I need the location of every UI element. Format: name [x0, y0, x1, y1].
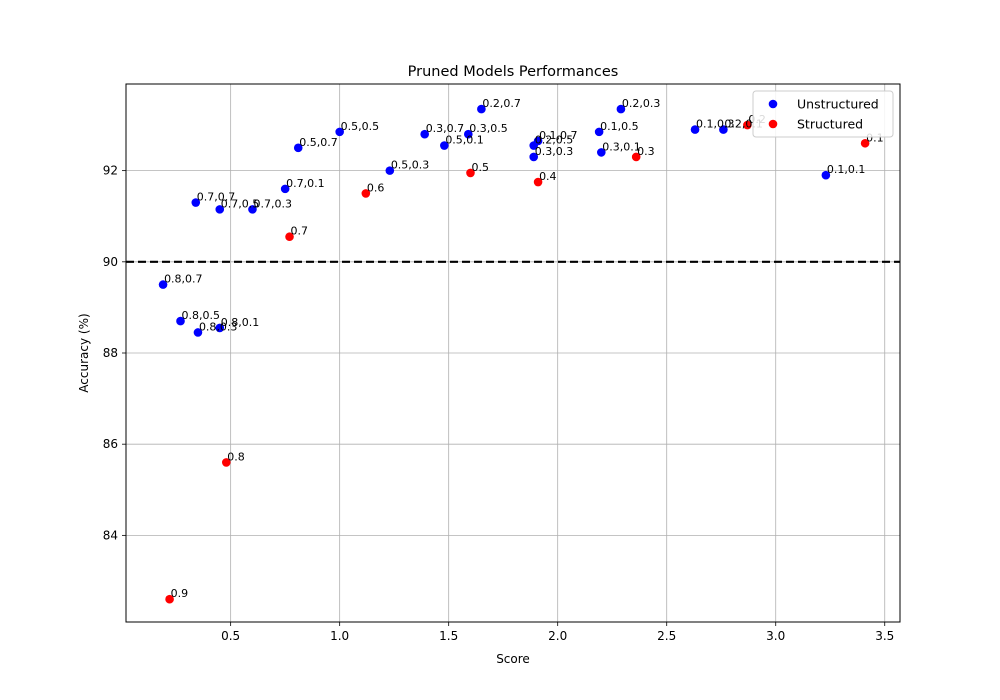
unstructured-point — [335, 127, 344, 137]
unstructured-point-label: 0.2,0.7 — [482, 97, 520, 110]
y-tick-label: 86 — [103, 437, 118, 451]
unstructured-point-label: 0.5,0.7 — [299, 136, 337, 149]
unstructured-point-label: 0.5,0.5 — [341, 120, 379, 133]
unstructured-point-label: 0.8,0.7 — [164, 273, 202, 286]
chart-title: Pruned Models Performances — [408, 64, 619, 80]
unstructured-point-label: 0.1,0.1 — [827, 163, 865, 176]
unstructured-point-label: 0.3,0.7 — [426, 122, 464, 135]
unstructured-point — [533, 136, 543, 146]
y-tick-label: 92 — [103, 164, 118, 178]
unstructured-point-label: 0.2,0.3 — [622, 97, 660, 110]
x-tick-label: 3.0 — [766, 629, 785, 643]
legend-box — [752, 90, 894, 138]
unstructured-point-label: 0.2,0.5 — [535, 134, 573, 147]
unstructured-point-label: 0.3,0.3 — [535, 145, 573, 158]
structured-point — [285, 232, 294, 242]
unstructured-point — [215, 205, 225, 214]
unstructured-point-label: 0.7,0.1 — [286, 177, 324, 190]
x-tick-label: 2.0 — [548, 629, 567, 643]
y-tick-label: 90 — [103, 255, 118, 269]
unstructured-point-label: 0.7,0.3 — [253, 197, 291, 210]
structured-point-label: 0.6 — [367, 181, 385, 194]
unstructured-point — [176, 316, 185, 326]
legend-marker-structured — [768, 119, 778, 129]
unstructured-point — [440, 141, 449, 150]
structured-point — [860, 138, 870, 148]
unstructured-point — [529, 152, 539, 162]
unstructured-point — [385, 166, 395, 175]
unstructured-point-label: 0.1,0.5 — [600, 120, 638, 133]
unstructured-point-label: 0.8,0.1 — [221, 316, 259, 329]
structured-point — [533, 177, 543, 187]
x-tick-label: 2.5 — [657, 629, 676, 643]
structured-point-label: 0.5 — [471, 161, 489, 174]
structured-point — [361, 189, 371, 198]
unstructured-point-label: 0.5,0.3 — [391, 159, 429, 172]
unstructured-point — [420, 129, 429, 139]
unstructured-point — [719, 125, 728, 134]
unstructured-point — [293, 143, 303, 153]
legend: Unstructured Structured — [752, 90, 894, 138]
unstructured-point-label: 0.3,0.1 — [602, 140, 640, 153]
unstructured-point — [464, 129, 473, 139]
unstructured-point-label: 0.5,0.1 — [445, 134, 483, 147]
structured-point — [743, 120, 752, 130]
unstructured-point — [616, 104, 626, 114]
structured-point-label: 0.9 — [171, 587, 189, 600]
unstructured-point-label: 0.8,0.5 — [182, 309, 220, 322]
unstructured-point — [597, 148, 606, 157]
legend-label-unstructured: Unstructured — [797, 97, 879, 112]
unstructured-point — [193, 328, 203, 337]
data-points — [158, 104, 870, 604]
y-tick-label: 84 — [103, 528, 118, 542]
unstructured-point — [821, 170, 831, 180]
y-axis-label: Accuracy (%) — [77, 313, 91, 392]
x-tick-label: 3.5 — [875, 629, 894, 643]
unstructured-point — [248, 205, 257, 214]
unstructured-point-label: 0.8,0.3 — [199, 320, 237, 333]
unstructured-point-label: 0.7,0.7 — [197, 191, 235, 204]
x-tick-label: 1.0 — [330, 629, 349, 643]
x-tick-label: 0.5 — [221, 629, 240, 643]
structured-point — [466, 168, 475, 178]
structured-point-label: 0.4 — [539, 170, 557, 183]
structured-point — [631, 152, 641, 162]
structured-point-label: 0.7 — [291, 225, 309, 238]
axis-ticks: 0.5 1.0 1.5 2.0 2.5 3.0 3.5 84 86 88 90 92 — [103, 164, 895, 643]
unstructured-point — [477, 104, 486, 114]
y-tick-label: 88 — [103, 346, 118, 360]
unstructured-point — [191, 198, 201, 207]
structured-point-label: 0.3 — [637, 145, 655, 158]
structured-point — [221, 458, 231, 467]
structured-point-label: 0.8 — [227, 450, 245, 463]
unstructured-point-label: 0.3,0.5 — [469, 122, 507, 135]
unstructured-point-label: 0.7,0.5 — [221, 197, 259, 210]
structured-point — [165, 594, 174, 604]
unstructured-point — [594, 127, 604, 137]
x-axis-label: Score — [496, 652, 530, 666]
unstructured-point-label: 0.1,0.3 — [696, 118, 734, 131]
unstructured-point-label: 0.1,0.7 — [539, 129, 577, 142]
x-tick-label: 1.5 — [439, 629, 458, 643]
unstructured-point — [215, 323, 225, 333]
legend-label-structured: Structured — [797, 117, 863, 132]
unstructured-point — [690, 125, 700, 134]
unstructured-point — [280, 184, 290, 194]
unstructured-point — [158, 280, 168, 289]
legend-marker-unstructured — [768, 99, 778, 109]
